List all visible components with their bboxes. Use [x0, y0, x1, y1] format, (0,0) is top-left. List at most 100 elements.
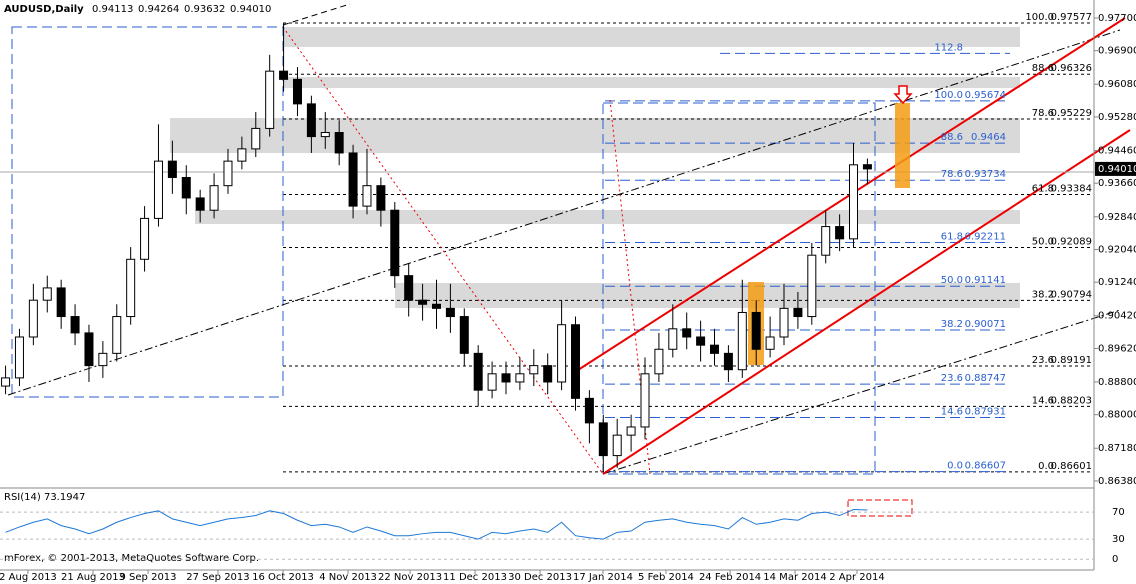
fib-price: 0.89191: [1051, 355, 1092, 366]
candle-body: [640, 373, 650, 428]
y-tick-label: 0.88000: [1098, 410, 1136, 421]
candle-body: [793, 307, 803, 318]
fib-price: 0.91141: [965, 275, 1006, 286]
y-tick-label: 0.86380: [1098, 476, 1136, 487]
fib-price: 0.86601: [1051, 461, 1092, 472]
fib-ratio: 100.0: [934, 90, 963, 101]
candle-body: [529, 365, 539, 375]
fib-price: 0.90794: [1051, 289, 1092, 300]
candle-body: [209, 185, 219, 211]
candle-body: [98, 352, 108, 367]
fib-ratio: 88.6: [1032, 63, 1054, 74]
x-tick-label: 11 Dec 2013: [443, 572, 507, 583]
candle-body: [598, 422, 608, 457]
y-tick-label: 0.93660: [1098, 178, 1136, 189]
candle-body: [334, 132, 344, 154]
fib-price: 0.88747: [965, 373, 1006, 384]
candle-body: [626, 426, 636, 436]
fib-price: 0.9464: [971, 132, 1006, 143]
candle-body: [195, 197, 205, 211]
fib-ratio: 38.2: [1032, 289, 1054, 300]
x-tick-label: 24 Feb 2014: [699, 572, 761, 583]
candle-body: [362, 185, 372, 207]
candle-body: [668, 328, 678, 350]
candle-body: [140, 217, 150, 260]
candle-body: [515, 373, 525, 383]
fib-layer: [283, 22, 1092, 473]
candle-body: [320, 132, 330, 138]
candle-body: [390, 209, 400, 277]
candle-body: [14, 336, 24, 379]
y-tick-label: 0.92840: [1098, 212, 1136, 223]
x-tick-label: 4 Nov 2013: [319, 572, 377, 583]
fib-price: 0.93734: [965, 169, 1006, 180]
fib-price: 0.95229: [1051, 108, 1092, 119]
candle-body: [376, 185, 386, 211]
fib-price: 0.95674: [965, 90, 1006, 101]
candle-body: [112, 316, 122, 354]
candle-body: [265, 70, 275, 129]
symbol: AUDUSD,Daily: [4, 4, 84, 15]
fib-price: 0.87931: [965, 407, 1006, 418]
fib-price: 0.88203: [1051, 395, 1092, 406]
candle-body: [682, 328, 692, 338]
last-price-box: [1095, 161, 1136, 176]
y-tick-label: 0.95280: [1098, 112, 1136, 123]
candle-body: [237, 148, 247, 162]
candle-body: [404, 275, 414, 301]
rsi-tick-label: 0: [1112, 554, 1118, 565]
fib-ratio: 88.6: [941, 132, 963, 143]
y-tick-label: 0.94460: [1098, 146, 1136, 157]
candle-body: [292, 78, 302, 105]
candle-body: [737, 311, 747, 371]
candle-body: [765, 336, 775, 350]
drawings: [0, 3, 1131, 517]
candle-body: [584, 397, 594, 424]
candle-body: [70, 316, 80, 334]
fib-ratio: 112.8: [934, 42, 963, 53]
candle-body: [1, 377, 11, 387]
y-tick-label: 0.91240: [1098, 277, 1136, 288]
fib-price: 0.92211: [965, 231, 1006, 242]
y-tick-label: 0.90420: [1098, 311, 1136, 322]
fib-ratio: 23.6: [941, 373, 963, 384]
y-tick-label: 0.96900: [1098, 46, 1136, 57]
fib-ratio: 50.0: [1032, 236, 1054, 247]
y-tick-label: 0.89620: [1098, 343, 1136, 354]
candle-body: [167, 160, 177, 178]
candle-body: [418, 299, 428, 305]
x-tick-label: 5 Feb 2014: [638, 572, 694, 583]
x-tick-label: 2 Aug 2013: [0, 572, 57, 583]
candles: [1, 23, 872, 472]
x-tick-label: 27 Sep 2013: [186, 572, 249, 583]
y-tick-label: 0.88800: [1098, 377, 1136, 388]
rsi-tick-label: 70: [1112, 507, 1125, 518]
candle-body: [251, 127, 261, 150]
fib-price: 0.97577: [1051, 12, 1092, 23]
candle-body: [849, 164, 859, 240]
x-tick-label: 17 Jan 2014: [573, 572, 633, 583]
fib-ratio: 100.0: [1025, 12, 1054, 23]
fib-price: 0.92089: [1051, 236, 1092, 247]
x-tick-label: 16 Oct 2013: [252, 572, 314, 583]
fib-ratio: 0.0: [1038, 461, 1054, 472]
candle-body: [223, 160, 233, 187]
fib-ratio: 23.6: [1032, 355, 1054, 366]
fib-ratio: 61.8: [941, 231, 963, 242]
fib-ratio: 14.6: [1032, 395, 1054, 406]
x-tick-label: 9 Sep 2013: [120, 572, 177, 583]
fib-price: 0.90071: [965, 319, 1006, 330]
rsi-title: RSI(14) 73.1947: [4, 492, 85, 503]
x-tick-label: 2 Apr 2014: [829, 572, 884, 583]
ohlc: 0.93632: [184, 4, 225, 15]
candle-body: [612, 434, 622, 457]
candle-body: [723, 352, 733, 371]
candle-body: [779, 307, 789, 338]
fib-ratio: 14.6: [941, 407, 963, 418]
candle-body: [710, 344, 720, 354]
rsi-line: [5, 508, 868, 540]
last-price-label: 0.94010: [1098, 164, 1136, 175]
candle-body: [445, 307, 455, 318]
candle-body: [501, 373, 511, 383]
